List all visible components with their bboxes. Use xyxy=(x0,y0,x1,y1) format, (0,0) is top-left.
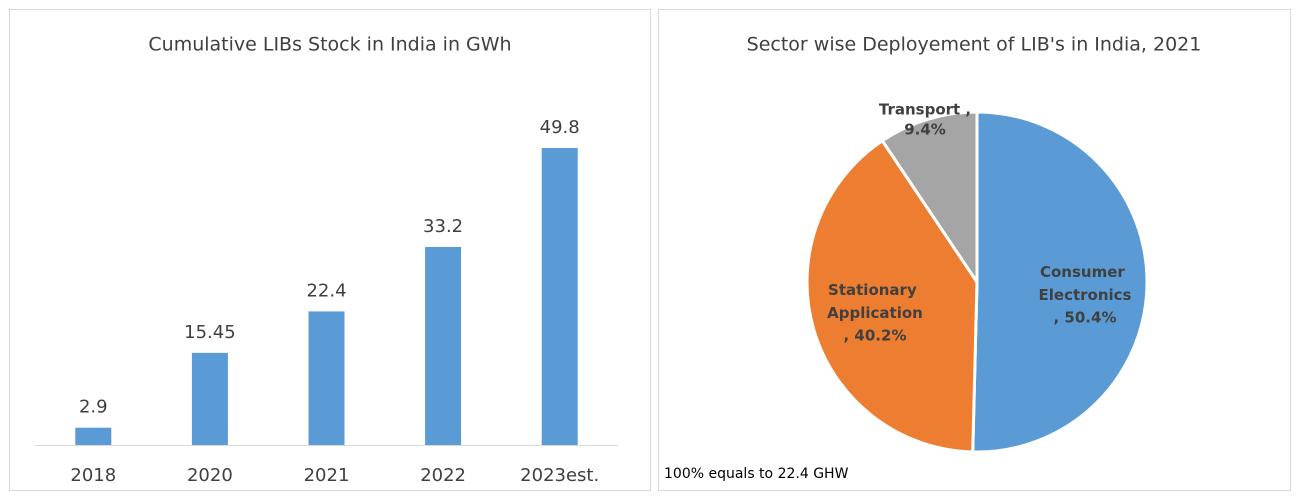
data-label: 33.2 xyxy=(423,216,463,237)
x-tick-label: 2022 xyxy=(420,465,466,486)
slice-value-label: 9.4% xyxy=(904,121,946,139)
footnote: 100% equals to 22.4 GHW xyxy=(664,466,849,482)
slice-value-label: , 40.2% xyxy=(844,327,907,345)
x-tick-label: 2020 xyxy=(187,465,233,486)
data-label: 49.8 xyxy=(540,117,580,138)
bar xyxy=(541,148,578,445)
slice-label: Stationary Application xyxy=(827,281,923,322)
pie-slice xyxy=(880,110,979,287)
slice-label: Consumer Electronics xyxy=(1039,263,1132,304)
bar xyxy=(425,247,462,445)
label-line: Application xyxy=(827,304,923,322)
pie-title: Sector wise Deployement of LIB's in Indi… xyxy=(747,34,1202,56)
label-line: Stationary xyxy=(828,281,922,299)
bar xyxy=(191,352,228,445)
pie-slice xyxy=(805,138,979,454)
slice-label: Transport , xyxy=(879,101,971,119)
x-tick-label: 2018 xyxy=(70,465,116,486)
label-line: Consumer xyxy=(1040,263,1130,281)
pie-slice xyxy=(971,110,1149,454)
x-tick-label: 2023est. xyxy=(520,465,599,486)
data-label: 2.9 xyxy=(79,397,108,418)
slice-value-label: , 50.4% xyxy=(1054,309,1117,327)
data-label: 15.45 xyxy=(184,322,236,343)
data-label: 22.4 xyxy=(306,280,346,301)
x-tick-label: 2021 xyxy=(304,465,350,486)
bar-title: Cumulative LIBs Stock in India in GWh xyxy=(148,34,511,56)
bar xyxy=(75,427,112,445)
bar xyxy=(308,311,345,445)
label-line: Electronics xyxy=(1039,286,1132,304)
